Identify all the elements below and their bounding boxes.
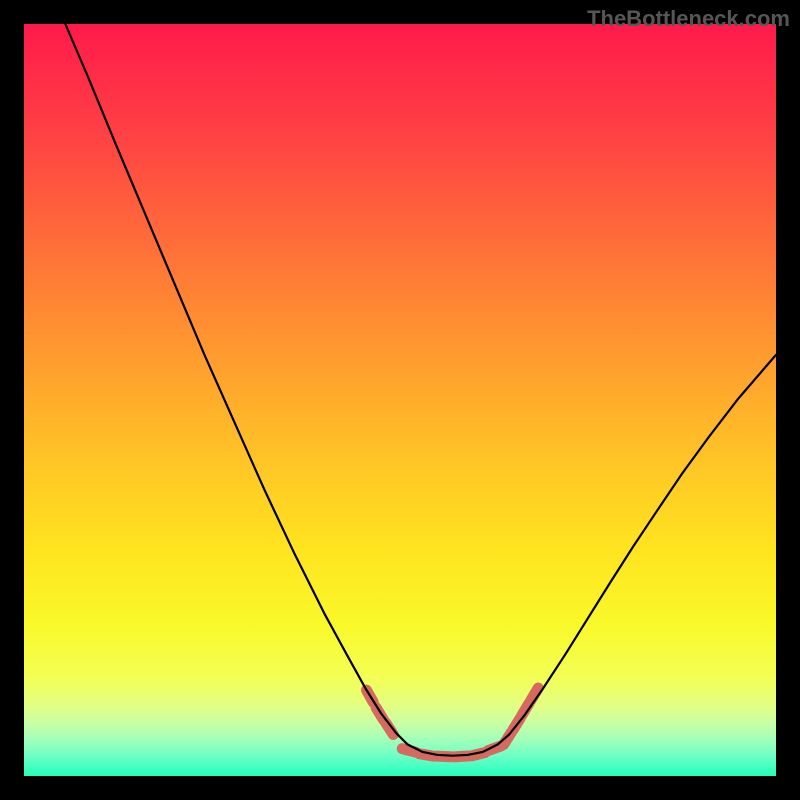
plot-background (24, 24, 776, 776)
watermark-label: TheBottleneck.com (587, 6, 790, 32)
bottleneck-chart (0, 0, 800, 800)
chart-frame: TheBottleneck.com (0, 0, 800, 800)
marker-dash (402, 749, 416, 753)
